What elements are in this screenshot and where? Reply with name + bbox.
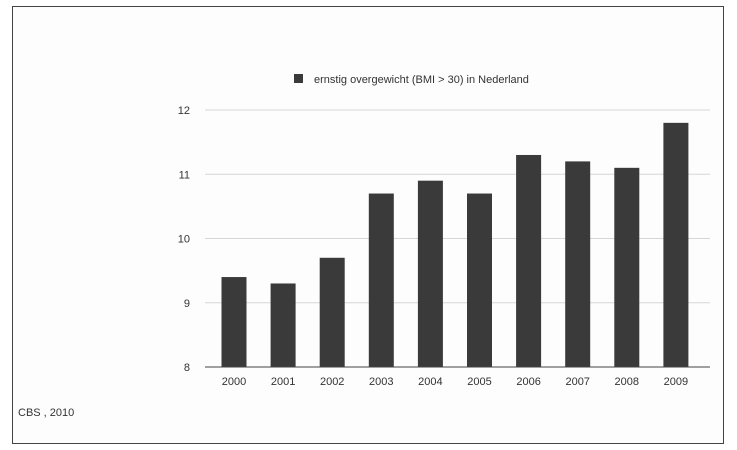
bar-2001 — [270, 283, 296, 367]
bar-2000 — [221, 277, 247, 367]
source-note: CBS , 2010 — [18, 407, 75, 419]
y-tick-label: 11 — [179, 169, 190, 181]
legend-swatch — [294, 74, 303, 83]
x-tick-label: 2008 — [615, 376, 639, 388]
bar-2008 — [614, 167, 640, 367]
bar-2009 — [663, 122, 689, 367]
bar-2005 — [467, 193, 492, 367]
bars — [221, 122, 689, 367]
y-tick-label: 10 — [178, 234, 190, 246]
x-tick-label: 2003 — [369, 376, 393, 388]
x-tick-label: 2004 — [418, 376, 442, 388]
x-tick-label: 2007 — [565, 376, 589, 388]
x-tick-label: 2006 — [516, 376, 540, 388]
bar-2006 — [516, 154, 542, 367]
x-tick-label: 2001 — [271, 376, 295, 388]
x-tick-label: 2009 — [664, 376, 688, 388]
x-tick-label: 2005 — [467, 376, 491, 388]
legend: ernstig overgewicht (BMI > 30) in Nederl… — [294, 74, 529, 86]
x-tick-label: 2002 — [320, 376, 344, 388]
legend-label: ernstig overgewicht (BMI > 30) in Nederl… — [314, 74, 529, 86]
y-tick-label: 12 — [178, 105, 190, 117]
bar-2004 — [417, 180, 443, 367]
x-tick-label: 2000 — [222, 376, 246, 388]
bar-2007 — [565, 161, 591, 367]
bar-2002 — [319, 257, 345, 367]
y-axis-ticks: 8 9 10 11 12 — [178, 105, 190, 374]
y-tick-label: 8 — [184, 362, 190, 374]
chart-frame — [12, 6, 724, 444]
y-tick-label: 9 — [184, 298, 190, 310]
x-axis-ticks: 2000 2001 2002 2003 2004 2005 2006 2007 2008 2009 — [222, 376, 688, 388]
bar-2003 — [368, 193, 394, 367]
